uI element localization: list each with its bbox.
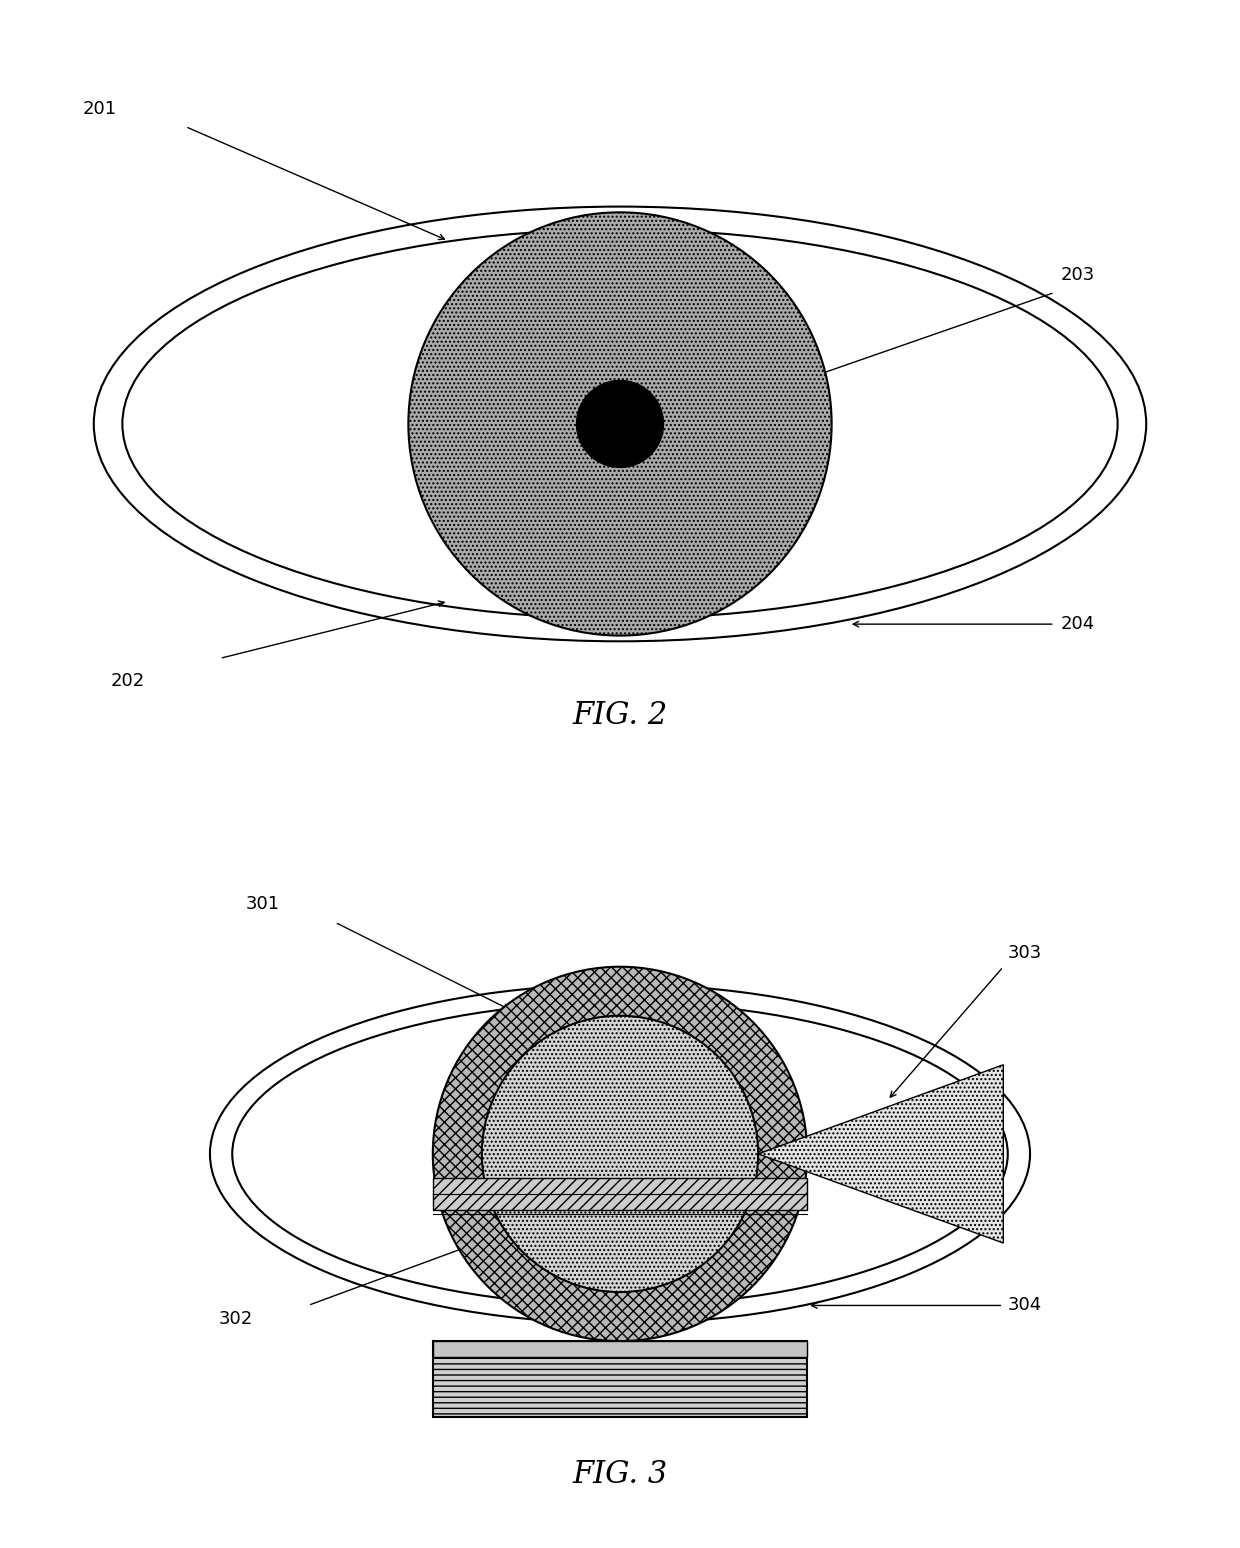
Circle shape [433, 966, 807, 1341]
Text: 303: 303 [1008, 944, 1042, 963]
Text: 301: 301 [246, 895, 280, 913]
Text: 201: 201 [82, 101, 117, 118]
Text: 204: 204 [1060, 615, 1095, 633]
Polygon shape [758, 1065, 1003, 1243]
Text: FIG. 3: FIG. 3 [573, 1460, 667, 1491]
Bar [433, 1178, 807, 1209]
Circle shape [577, 381, 663, 467]
Circle shape [408, 212, 832, 636]
Bar [433, 1341, 807, 1416]
Bar [433, 1341, 807, 1358]
Text: 304: 304 [1008, 1297, 1042, 1314]
Circle shape [482, 1015, 758, 1293]
Text: 302: 302 [219, 1310, 253, 1328]
Text: 203: 203 [1060, 266, 1095, 285]
Text: FIG. 2: FIG. 2 [573, 700, 667, 731]
Text: 202: 202 [110, 672, 145, 690]
